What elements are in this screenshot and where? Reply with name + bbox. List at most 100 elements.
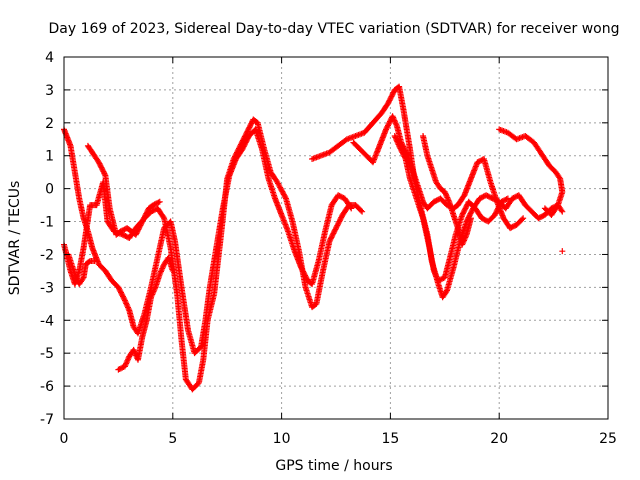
data-point-interp: [118, 289, 125, 296]
data-point-interp: [386, 118, 393, 125]
data-point-interp: [347, 204, 354, 211]
data-point-interp: [336, 218, 343, 225]
data-point-interp: [510, 223, 517, 230]
data-point-interp: [385, 122, 392, 129]
data-point: [385, 100, 392, 107]
data-point: [430, 198, 437, 205]
data-point: [95, 159, 102, 166]
data-point-interp: [240, 143, 247, 150]
data-point-interp: [495, 204, 502, 211]
data-point-interp: [497, 201, 504, 208]
data-point-interp: [542, 206, 549, 213]
data-point-interp: [96, 160, 103, 167]
data-point-interp: [120, 227, 127, 234]
data-point-interp: [244, 135, 251, 142]
data-point-interp: [243, 138, 250, 145]
data-point-interp: [386, 97, 393, 104]
data-point-interp: [246, 124, 253, 131]
data-point: [150, 202, 157, 209]
data-point-interp: [119, 293, 126, 300]
data-point: [396, 142, 403, 149]
data-point-interp: [485, 193, 492, 200]
data-point-interp: [487, 194, 494, 201]
data-point: [326, 238, 333, 245]
data-point-interp: [479, 194, 486, 201]
data-point-interp: [459, 210, 466, 217]
data-point: [359, 208, 366, 215]
data-point-interp: [116, 285, 123, 292]
data-point-interp: [101, 169, 108, 176]
data-point-interp: [334, 221, 341, 228]
data-point-interp: [493, 209, 500, 216]
data-point-interp: [358, 207, 365, 214]
data-point-interp: [388, 93, 395, 100]
data-point-interp: [99, 165, 106, 172]
data-point-interp: [241, 142, 248, 149]
data-point-interp: [138, 221, 145, 228]
data-point-interp: [144, 208, 151, 215]
data-point: [467, 215, 474, 222]
data-point-interp: [154, 200, 161, 207]
data-point: [559, 208, 566, 215]
y-tick-label: 4: [45, 50, 54, 66]
data-point-interp: [387, 96, 394, 103]
data-point-interp: [119, 292, 126, 299]
data-point-interp: [496, 202, 503, 209]
data-point-interp: [335, 219, 342, 226]
data-point-interp: [248, 120, 255, 127]
data-point-interp: [389, 92, 396, 99]
data-point: [169, 267, 176, 274]
data-point-interp: [120, 294, 127, 301]
y-tick-label: -6: [40, 379, 54, 395]
data-point-interp: [134, 229, 141, 236]
plot-frame: [63, 56, 609, 420]
data-point-interp: [509, 223, 516, 230]
data-point-interp: [337, 193, 344, 200]
data-point-interp: [97, 163, 104, 170]
data-point-interp: [383, 125, 390, 132]
data-point-interp: [244, 128, 251, 135]
data-point-interp: [480, 193, 487, 200]
data-point-interp: [519, 216, 526, 223]
data-point-interp: [116, 286, 123, 293]
data-point-interp: [510, 194, 517, 201]
data-point-interp: [536, 214, 543, 221]
data-point-interp: [511, 194, 518, 201]
data-point-interp: [140, 215, 147, 222]
data-point: [483, 192, 490, 199]
data-point: [243, 129, 250, 136]
data-point-interp: [468, 208, 475, 215]
data-point-interp: [298, 265, 305, 272]
data-point: [117, 228, 124, 235]
data-point-interp: [245, 125, 252, 132]
data-point-interp: [240, 144, 247, 151]
data-point-interp: [437, 276, 444, 283]
y-tick-label: -4: [40, 313, 54, 329]
data-point-interp: [122, 233, 129, 240]
y-tick-label: -7: [40, 412, 54, 428]
data-point: [139, 218, 146, 225]
data-point: [491, 211, 498, 218]
data-point-interp: [400, 152, 407, 159]
data-point-interp: [480, 215, 487, 222]
data-point: [156, 198, 163, 205]
data-point-interp: [439, 275, 446, 282]
data-point-interp: [245, 127, 252, 134]
data-point-interp: [247, 123, 254, 130]
data-point-interp: [301, 271, 308, 278]
data-point: [115, 366, 122, 373]
data-point-interp: [389, 90, 396, 97]
y-axis-label: SDTVAR / TECUs: [7, 181, 23, 296]
data-point-interp: [500, 197, 507, 204]
data-point-interp: [118, 365, 125, 372]
data-point-interp: [494, 206, 501, 213]
data-point-interp: [282, 194, 289, 201]
data-point-interp: [244, 136, 251, 143]
data-point-interp: [97, 161, 104, 168]
data-point-interp: [118, 290, 125, 297]
data-point-interp: [339, 194, 346, 201]
data-point-interp: [79, 275, 86, 282]
y-tick-label: 2: [45, 116, 54, 132]
data-point-interp: [197, 344, 203, 351]
data-point-interp: [330, 230, 337, 237]
